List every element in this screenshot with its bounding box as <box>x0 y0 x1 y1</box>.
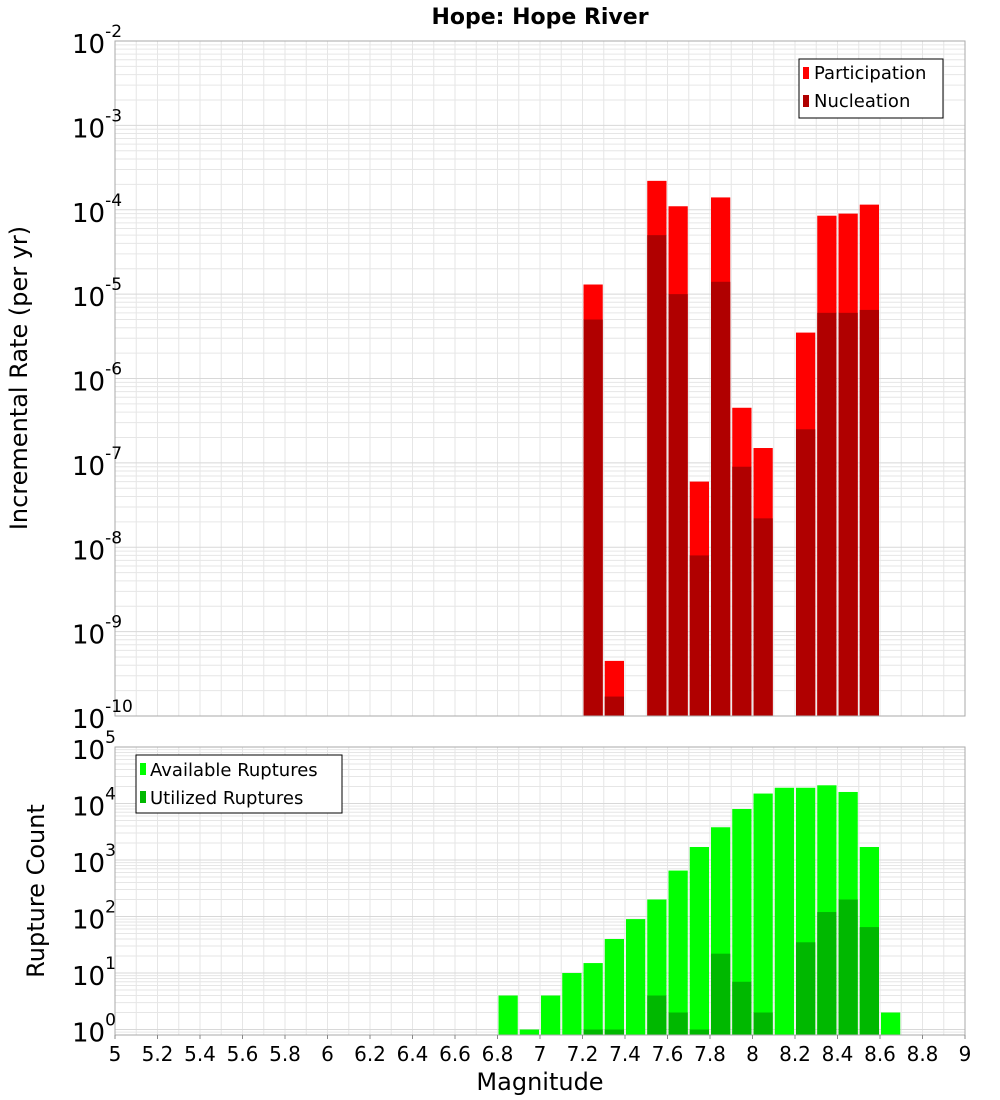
rate-ytick-label: 10-7 <box>72 444 122 482</box>
magnitude-xtick-label: 8.6 <box>864 1042 896 1066</box>
count-bar-s2-7 <box>753 1012 773 1035</box>
rate-bar-s2-0 <box>583 319 603 716</box>
count-bar-s2-8 <box>796 942 816 1035</box>
count-bars <box>498 785 901 1035</box>
count-ytick-label: 102 <box>72 898 116 936</box>
rate-bar-s2-8 <box>796 429 816 716</box>
legend-swatch-nucleation <box>803 95 809 107</box>
count-legend-box <box>135 754 343 814</box>
count-ytick-label: 100 <box>72 1011 116 1049</box>
magnitude-xtick-label: 7.2 <box>567 1042 599 1066</box>
magnitude-xtick-label: 6.4 <box>397 1042 429 1066</box>
count-ytick-label: 103 <box>72 841 116 879</box>
rate-bar-s2-3 <box>668 294 688 716</box>
count-bar-s1-0 <box>498 995 518 1035</box>
count-ytick-label: 104 <box>72 785 116 823</box>
count-bar-s2-6 <box>732 981 752 1035</box>
count-bar-s2-2 <box>647 995 667 1035</box>
magnitude-xtick-label: 6.6 <box>439 1042 471 1066</box>
rate-legend-box <box>798 58 944 119</box>
rate-bar-s2-2 <box>647 235 667 716</box>
rate-bar-s2-11 <box>859 309 879 716</box>
count-bar-s1-2 <box>541 995 561 1035</box>
count-bar-s2-9 <box>817 912 837 1035</box>
legend-label-available: Available Ruptures <box>150 760 318 781</box>
magnitude-xtick-label: 5.2 <box>142 1042 174 1066</box>
magnitude-xtick-label: 8 <box>746 1042 759 1066</box>
count-bar-s1-5 <box>604 939 624 1035</box>
rate-bar-s2-5 <box>711 281 731 716</box>
magnitude-xtick-label: 9 <box>959 1042 972 1066</box>
rate-panel: 10-10 10-9 10-8 10-7 10-6 10-5 10-4 10-3 10-2 In… <box>5 22 966 735</box>
rate-legend: Participation Nucleation <box>798 58 944 119</box>
legend-swatch-utilized <box>140 791 146 803</box>
rate-ytick-label: 10-2 <box>72 22 122 60</box>
count-y-axis-label: Rupture Count <box>22 804 50 978</box>
count-legend: Available Ruptures Utilized Ruptures <box>135 754 343 814</box>
rate-bar-s2-10 <box>838 312 858 716</box>
count-ytick-label: 101 <box>72 954 116 992</box>
magnitude-xtick-label: 6.2 <box>354 1042 386 1066</box>
count-bar-s1-8 <box>668 870 688 1035</box>
magnitude-xtick-label: 6 <box>321 1042 334 1066</box>
rate-bars <box>583 180 879 717</box>
count-bar-s1-9 <box>689 846 709 1035</box>
magnitude-xtick-label: 6.8 <box>482 1042 514 1066</box>
magnitude-xtick-label: 7.8 <box>694 1042 726 1066</box>
legend-swatch-participation <box>803 67 809 79</box>
magnitude-xtick-label: 5.4 <box>184 1042 216 1066</box>
rate-ytick-label: 10-5 <box>72 275 122 313</box>
legend-label-nucleation: Nucleation <box>814 91 910 112</box>
rate-ytick-labels: 10-10 10-9 10-8 10-7 10-6 10-5 10-4 10-3 10-2 <box>72 22 133 735</box>
rate-bar-s2-9 <box>817 312 837 716</box>
rate-ytick-label: 10-3 <box>72 106 122 144</box>
magnitude-xtick-label: 8.4 <box>822 1042 854 1066</box>
count-bar-s1-18 <box>881 1012 901 1035</box>
count-ytick-labels: 100 101 102 103 104 105 <box>72 728 116 1049</box>
legend-label-participation: Participation <box>814 63 926 84</box>
legend-swatch-available <box>140 763 146 775</box>
rate-ytick-label: 10-8 <box>72 528 122 566</box>
count-bar-s2-3 <box>668 1012 688 1035</box>
count-bar-s2-11 <box>859 927 879 1035</box>
rate-bar-s2-6 <box>732 466 752 716</box>
count-bar-s1-11 <box>732 808 752 1035</box>
magnitude-xtick-label: 5 <box>109 1042 122 1066</box>
magnitude-xtick-label: 5.8 <box>269 1042 301 1066</box>
magnitude-xtick-labels: 5 5.2 5.4 5.6 5.8 6 6.2 6.4 6.6 6.8 7 7.2 7.4 7.6 7.8 8… <box>109 1035 972 1066</box>
rate-ytick-label: 10-9 <box>72 613 122 651</box>
rate-bar-s2-4 <box>689 555 709 716</box>
count-bar-s2-4 <box>689 1029 709 1035</box>
magnitude-xtick-label: 8.2 <box>779 1042 811 1066</box>
count-bar-s1-13 <box>774 787 794 1035</box>
chart-title: Hope: Hope River <box>431 5 648 30</box>
rate-y-axis-label: Incremental Rate (per yr) <box>5 226 33 530</box>
count-bar-s2-0 <box>583 1029 603 1035</box>
rate-ytick-label: 10-4 <box>72 191 122 229</box>
magnitude-xtick-label: 5.6 <box>227 1042 259 1066</box>
count-panel: 100 101 102 103 104 105 5 5.2 5.4 5.6 5.8 6 6.2 6.4 6… <box>22 728 971 1096</box>
rate-plot-frame <box>114 40 966 717</box>
magnitude-xtick-label: 7.4 <box>609 1042 641 1066</box>
count-ytick-label: 105 <box>72 728 116 766</box>
count-bar-s1-4 <box>583 963 603 1035</box>
rate-bar-s2-1 <box>604 696 624 716</box>
magnitude-xtick-label: 8.8 <box>907 1042 939 1066</box>
rate-ytick-label: 10-6 <box>72 360 122 398</box>
rate-ytick-label: 10-10 <box>72 697 133 735</box>
magnitude-x-axis-label: Magnitude <box>476 1068 603 1096</box>
magnitude-xtick-label: 7 <box>534 1042 547 1066</box>
rate-grid <box>114 40 966 717</box>
count-bar-s2-10 <box>838 899 858 1035</box>
count-bar-s2-1 <box>604 1029 624 1035</box>
count-bar-s2-5 <box>711 953 731 1035</box>
legend-label-utilized: Utilized Ruptures <box>150 788 303 809</box>
count-bar-s1-6 <box>626 919 646 1035</box>
rate-bar-s2-7 <box>753 518 773 716</box>
magnitude-xtick-label: 7.6 <box>652 1042 684 1066</box>
count-bar-s1-3 <box>562 973 582 1035</box>
count-bar-s1-12 <box>753 793 773 1035</box>
count-bar-s1-1 <box>519 1029 539 1035</box>
